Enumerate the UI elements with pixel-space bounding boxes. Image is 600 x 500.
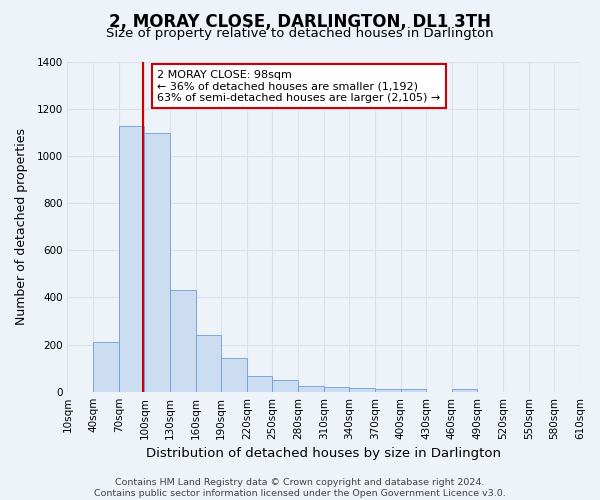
Text: 2 MORAY CLOSE: 98sqm
← 36% of detached houses are smaller (1,192)
63% of semi-de: 2 MORAY CLOSE: 98sqm ← 36% of detached h… <box>157 70 440 103</box>
Bar <box>93 342 119 392</box>
Bar <box>272 380 298 392</box>
X-axis label: Distribution of detached houses by size in Darlington: Distribution of detached houses by size … <box>146 447 501 460</box>
Bar <box>221 358 247 392</box>
Bar <box>119 126 145 392</box>
Bar <box>324 387 349 392</box>
Bar <box>196 335 221 392</box>
Y-axis label: Number of detached properties: Number of detached properties <box>15 128 28 325</box>
Bar <box>349 388 375 392</box>
Text: 2, MORAY CLOSE, DARLINGTON, DL1 3TH: 2, MORAY CLOSE, DARLINGTON, DL1 3TH <box>109 12 491 30</box>
Text: Contains HM Land Registry data © Crown copyright and database right 2024.
Contai: Contains HM Land Registry data © Crown c… <box>94 478 506 498</box>
Bar <box>298 386 324 392</box>
Bar <box>247 376 272 392</box>
Bar <box>401 390 426 392</box>
Bar <box>170 290 196 392</box>
Bar <box>145 134 170 392</box>
Text: Size of property relative to detached houses in Darlington: Size of property relative to detached ho… <box>106 28 494 40</box>
Bar <box>375 390 401 392</box>
Bar <box>452 390 478 392</box>
